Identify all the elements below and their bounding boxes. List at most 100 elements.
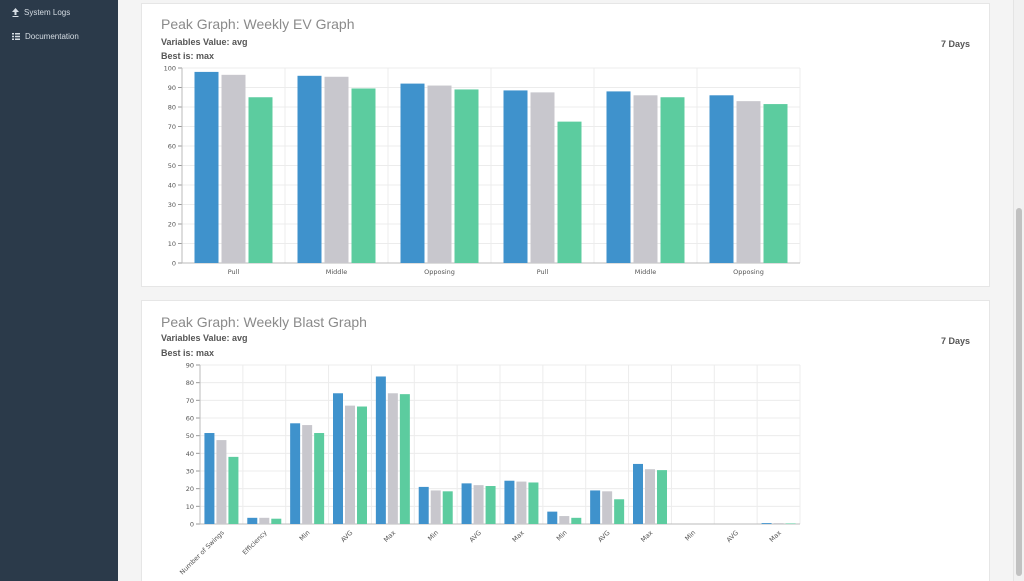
bar [345, 405, 355, 524]
bar [430, 490, 441, 524]
bar [324, 76, 349, 264]
bar [504, 480, 515, 524]
x-tick-label: Min [555, 529, 569, 543]
y-tick-label: 80 [186, 379, 194, 387]
y-tick-label: 0 [190, 521, 194, 529]
sidebar: System Logs Documentation [0, 0, 118, 581]
x-tick-label: Max [511, 529, 526, 544]
bar [606, 91, 631, 264]
y-tick-label: 100 [164, 65, 176, 73]
bar [297, 75, 322, 263]
ev-bar-chart: 0 10 20 30 40 50 60 70 80 90 100 Pull Middle Opposing… [164, 65, 801, 276]
bar [221, 74, 246, 263]
bar [528, 482, 539, 524]
x-tick-label: Opposing [424, 268, 455, 276]
x-tick-label: Min [426, 529, 440, 543]
bar [660, 97, 685, 263]
y-tick-label: 40 [186, 450, 194, 458]
bar [461, 483, 472, 524]
bar [473, 485, 484, 524]
x-tick-label: Max [639, 529, 654, 544]
y-tick-label: 30 [186, 468, 194, 476]
x-tick-label: Middle [326, 268, 347, 276]
bar [290, 423, 301, 524]
blast-graph-panel: Peak Graph: Weekly Blast Graph Variables… [141, 300, 990, 581]
bar [761, 523, 772, 524]
bar [302, 425, 313, 524]
grid-icon [12, 32, 20, 40]
bar [314, 433, 325, 524]
x-tick-label: AVG [339, 529, 354, 544]
bar [763, 104, 788, 263]
bar [516, 481, 527, 524]
bar [259, 517, 270, 524]
scrollbar[interactable] [1013, 0, 1024, 581]
sidebar-item-system-logs[interactable]: System Logs [12, 3, 70, 21]
y-tick-label: 20 [186, 485, 194, 493]
bar [736, 101, 761, 264]
bar [400, 83, 425, 263]
bar [271, 518, 282, 524]
bar [633, 463, 643, 524]
bar [547, 511, 558, 524]
days-range: 7 Days [940, 336, 970, 346]
y-tick-label: 70 [168, 123, 176, 131]
bar [503, 90, 528, 263]
x-tick-label: AVG [725, 529, 740, 544]
bar [418, 486, 429, 524]
bar [559, 516, 570, 524]
main-content: Peak Graph: Weekly EV Graph Variables Va… [118, 0, 1014, 581]
panel-title: Peak Graph: Weekly EV Graph [161, 16, 355, 32]
x-tick-label: Middle [635, 268, 656, 276]
x-tick-label: Pull [537, 268, 549, 276]
x-tick-label: AVG [468, 529, 483, 544]
bar [709, 95, 734, 263]
bar [602, 491, 613, 524]
x-tick-label: AVG [596, 529, 611, 544]
bar [785, 523, 796, 524]
bar [427, 85, 452, 263]
bar [530, 92, 555, 263]
bar [194, 71, 219, 264]
x-tick-label: Pull [228, 268, 240, 276]
best-is: Best is: max [161, 51, 215, 61]
bar [357, 406, 367, 524]
bar [442, 491, 453, 524]
y-tick-label: 60 [168, 143, 176, 151]
bar [557, 121, 582, 263]
y-tick-label: 50 [168, 162, 176, 170]
bar [247, 517, 258, 524]
best-is: Best is: max [161, 348, 215, 358]
bar [387, 393, 398, 524]
bar [614, 499, 625, 524]
y-tick-label: 90 [168, 84, 176, 92]
bar [657, 470, 667, 524]
bar [590, 490, 601, 524]
bar [645, 469, 655, 524]
bar [248, 97, 273, 263]
bar [633, 95, 658, 263]
sidebar-item-label: Documentation [25, 31, 79, 41]
y-tick-label: 40 [168, 182, 176, 190]
bar [333, 393, 343, 524]
bar [375, 376, 386, 524]
bar [351, 88, 376, 263]
blast-bar-chart: 0 10 20 30 40 50 60 70 80 90 Number of Swings Effic… [178, 362, 801, 576]
y-tick-label: 20 [168, 221, 176, 229]
y-tick-label: 30 [168, 201, 176, 209]
y-tick-label: 50 [186, 432, 194, 440]
variables-value: Variables Value: avg [161, 37, 248, 47]
bar [399, 394, 410, 524]
y-tick-label: 80 [168, 104, 176, 112]
bar [454, 89, 479, 263]
y-tick-label: 70 [186, 397, 194, 405]
sidebar-item-label: System Logs [24, 7, 71, 17]
bar [485, 486, 496, 524]
bar [204, 433, 215, 524]
days-range: 7 Days [940, 39, 970, 49]
scrollbar-thumb[interactable] [1016, 208, 1022, 576]
sidebar-item-documentation[interactable]: Documentation [12, 27, 79, 45]
y-tick-label: 90 [186, 362, 194, 370]
bar [216, 440, 227, 524]
x-tick-label: Opposing [733, 268, 764, 276]
